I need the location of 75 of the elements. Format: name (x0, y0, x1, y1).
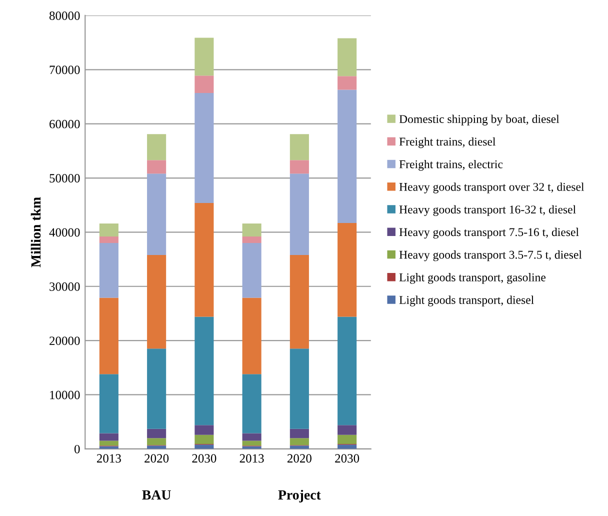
bar (194, 425, 214, 435)
bar (242, 440, 262, 446)
bar (147, 254, 166, 349)
bar (147, 174, 166, 255)
bar (99, 374, 118, 434)
x-tick-label: 2030 (335, 454, 360, 463)
x-tick-label: 2013 (240, 454, 264, 463)
y-tick-label: 70000 (50, 66, 80, 74)
bar (338, 222, 357, 317)
y-tick-label: 80000 (49, 12, 80, 20)
y-tick-label: 20000 (50, 336, 80, 346)
y-tick-label: 10000 (50, 390, 80, 400)
y-axis-title: Million tkm (30, 197, 41, 268)
bar (242, 224, 262, 237)
x-tick-label: 2013 (96, 454, 121, 463)
bar (242, 446, 262, 449)
bar (290, 428, 309, 438)
bar (147, 446, 166, 449)
bar (194, 444, 214, 449)
bar (242, 236, 262, 244)
bar (99, 224, 118, 237)
bar (338, 316, 357, 426)
bar (338, 434, 357, 444)
bar (147, 134, 166, 160)
bar (194, 316, 214, 426)
text: Project (278, 490, 321, 502)
bar (99, 446, 118, 449)
x-tick-label: 2020 (144, 454, 169, 463)
y-tick-label: 30000 (50, 282, 80, 291)
bar (99, 440, 118, 446)
y-tick-label: 60000 (50, 120, 80, 128)
bar (290, 254, 309, 349)
bar (242, 433, 262, 441)
bar (290, 348, 309, 429)
legend-label: Heavy goods transport 16-32 t, diesel (399, 205, 576, 216)
bar (242, 374, 262, 434)
legend-label: Light goods transport, gasoline (399, 273, 546, 284)
legend-label: Domestic shipping by boat, diesel (399, 114, 560, 126)
bar (194, 434, 214, 444)
bar (99, 236, 118, 244)
bar (242, 243, 262, 298)
bar (242, 298, 262, 374)
y-tick-label: 40000 (49, 228, 80, 237)
bar (338, 38, 357, 76)
legend-label: Freight trains, diesel (399, 137, 496, 148)
bar (290, 438, 309, 446)
bar (194, 38, 214, 76)
bar (290, 174, 309, 255)
bar (194, 92, 214, 203)
bar (147, 438, 166, 446)
legend-label: Freight trains, electric (399, 160, 503, 171)
y-tick-label: 0 (74, 444, 80, 454)
y-tick-label: 50000 (50, 174, 80, 182)
bar (194, 202, 214, 317)
bar (99, 433, 118, 441)
bar (147, 348, 166, 429)
bar (147, 428, 166, 438)
bar (338, 444, 357, 449)
bar (99, 243, 118, 298)
legend-label: Light goods transport, diesel (399, 296, 534, 306)
bar (338, 425, 357, 435)
x-tick-label: 2030 (192, 454, 216, 463)
legend-label: Heavy goods transport 3.5-7.5 t, diesel (399, 250, 582, 262)
bar (338, 76, 357, 90)
bar (290, 134, 309, 160)
legend-label: Heavy goods transport 7.5-16 t, diesel (399, 228, 579, 239)
bar (290, 446, 309, 449)
bar (194, 76, 214, 93)
bar (99, 298, 118, 374)
bar (290, 160, 309, 174)
text: BAU (142, 490, 171, 500)
x-tick-label: 2020 (287, 454, 312, 463)
bar (147, 160, 166, 174)
legend-label: Heavy goods transport over 32 t, diesel (399, 182, 584, 194)
bar (338, 90, 357, 223)
